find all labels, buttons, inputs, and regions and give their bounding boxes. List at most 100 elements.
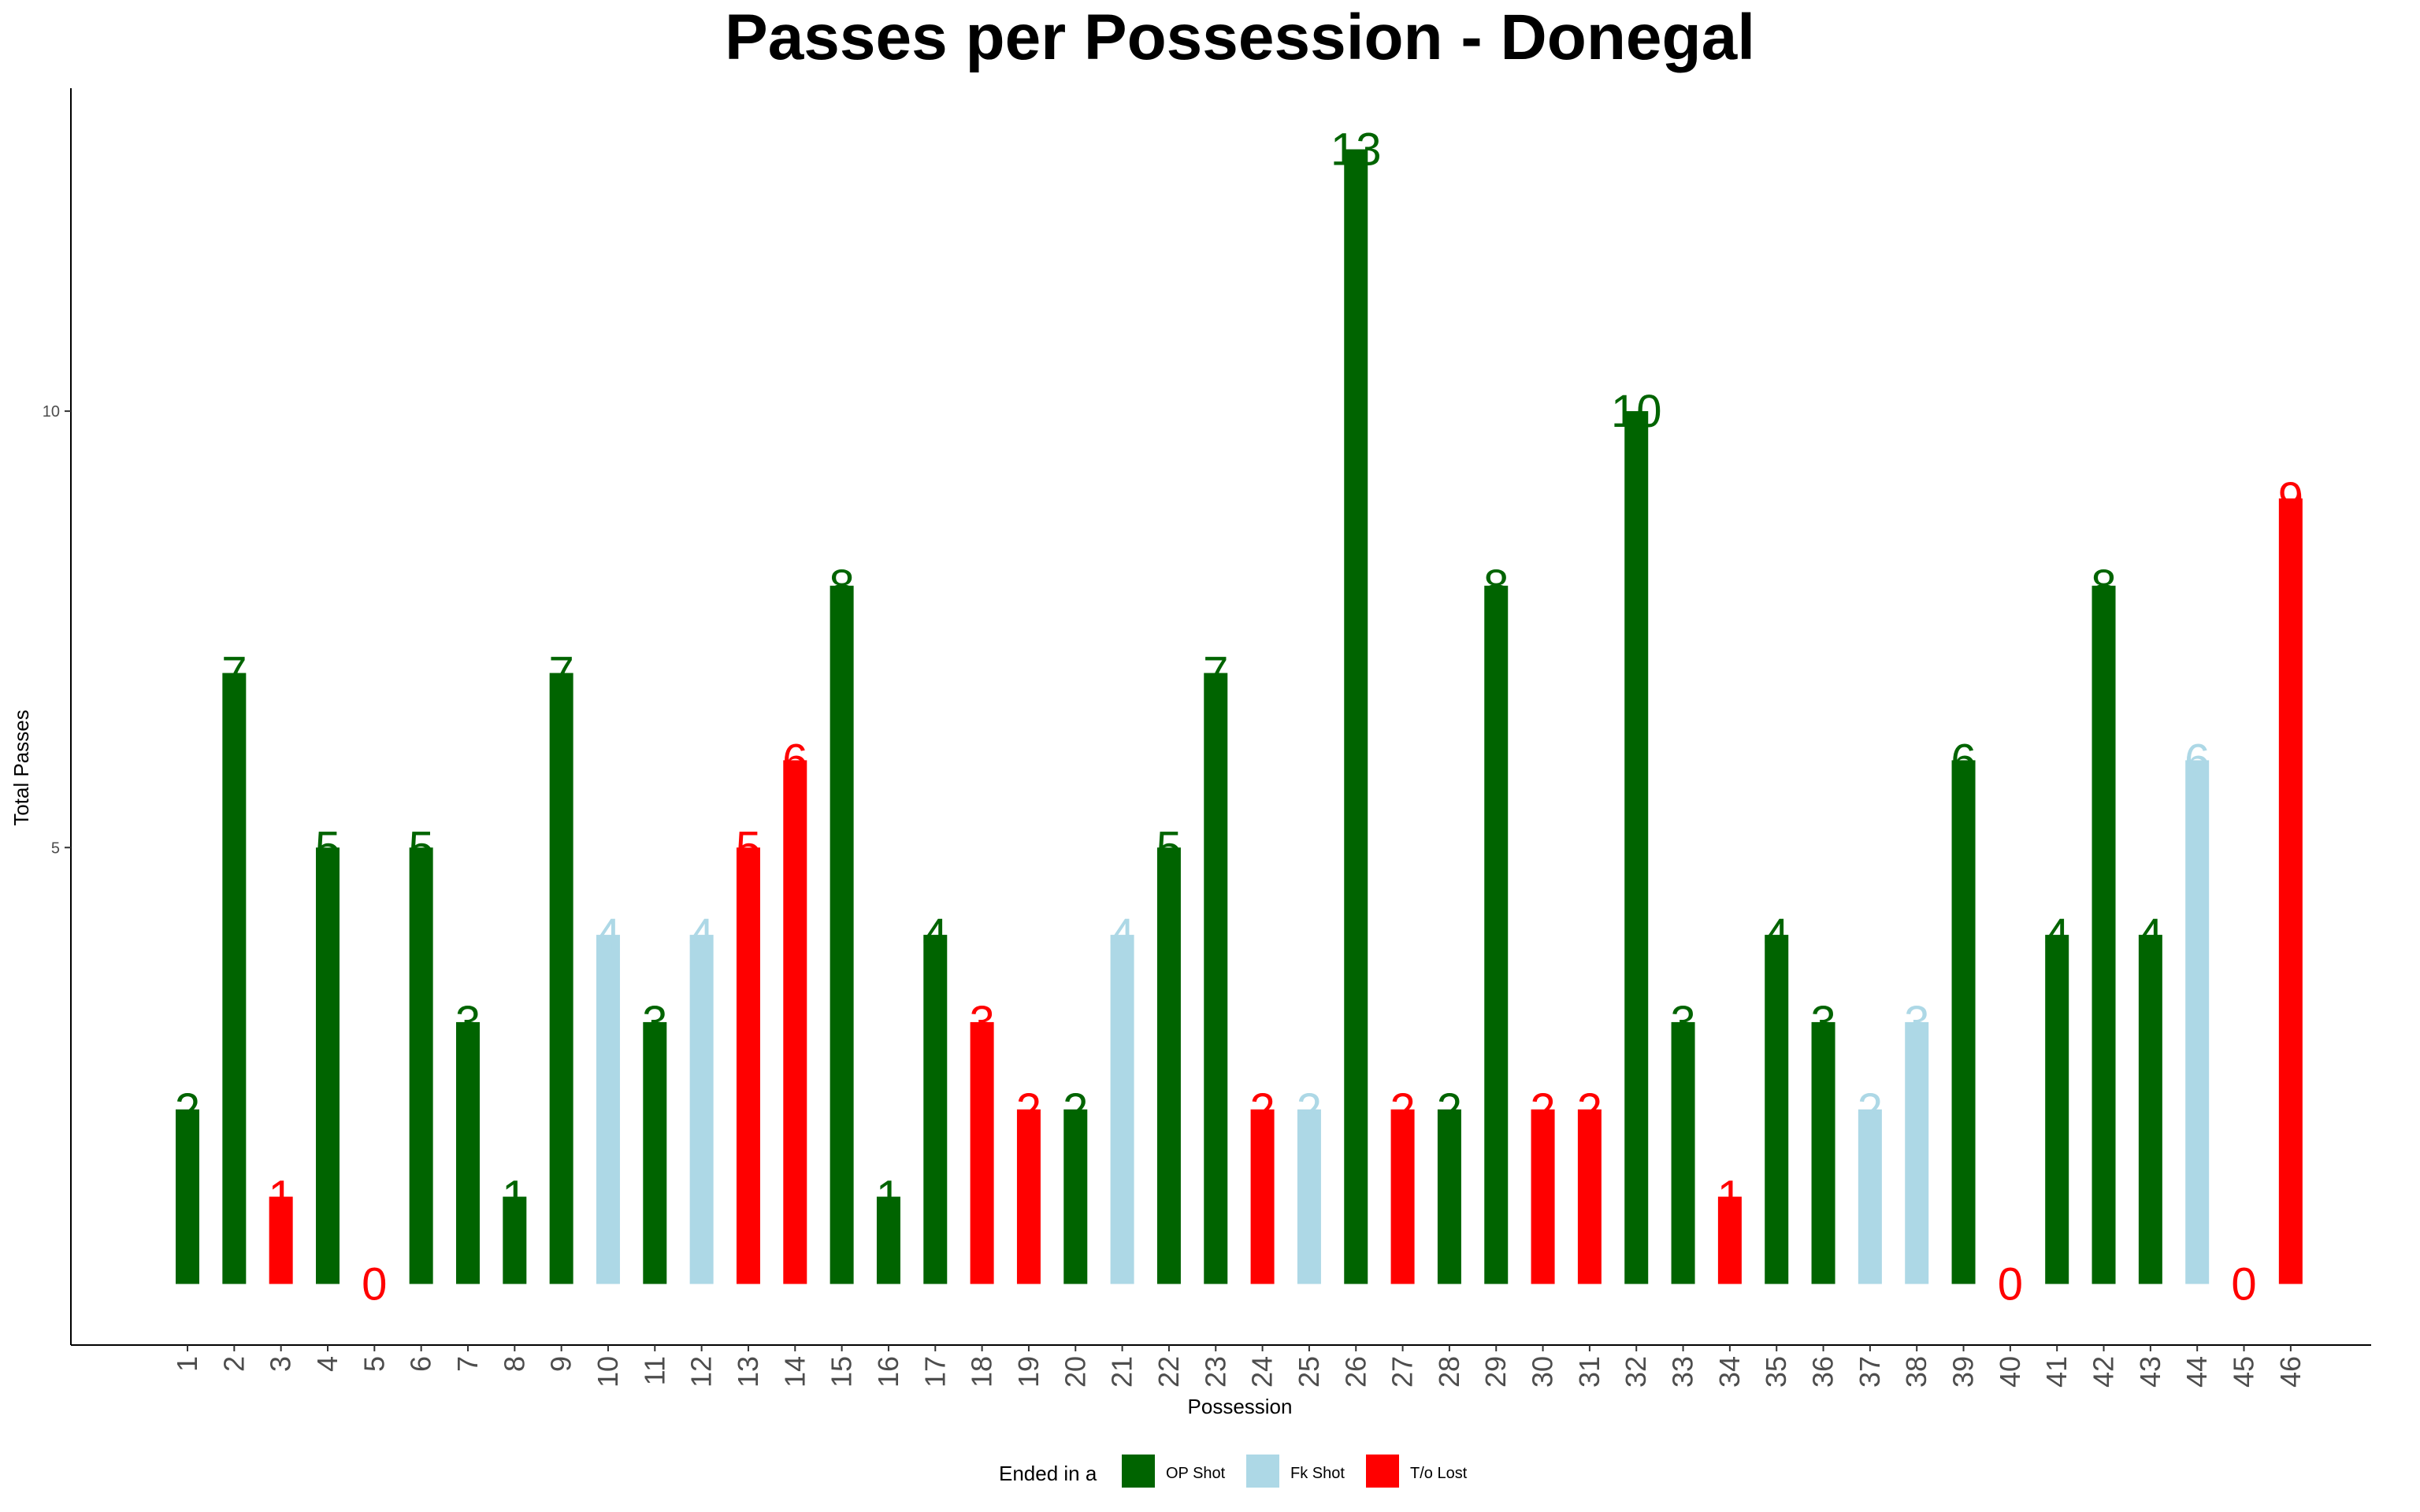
x-tick-label: 7 xyxy=(451,1356,484,1372)
data-label: 0 xyxy=(362,1258,387,1310)
data-label: 1 xyxy=(269,1172,294,1223)
bar xyxy=(2278,498,2303,1284)
data-label: 7 xyxy=(1203,648,1228,699)
bar xyxy=(1624,411,1649,1284)
bar xyxy=(876,1196,900,1284)
bar xyxy=(1250,1109,1275,1284)
bar xyxy=(503,1196,527,1284)
data-label: 3 xyxy=(1670,997,1695,1048)
x-tick-label: 6 xyxy=(405,1356,437,1372)
legend-label-fk: Fk Shot xyxy=(1290,1465,1345,1482)
data-label: 8 xyxy=(1483,561,1509,612)
bar xyxy=(1951,760,1976,1284)
data-label: 1 xyxy=(502,1172,527,1223)
legend-key-to xyxy=(1366,1455,1399,1488)
data-label: 3 xyxy=(969,997,994,1048)
x-tick-label: 2 xyxy=(217,1356,250,1372)
data-label: 4 xyxy=(596,910,621,961)
data-label: 4 xyxy=(689,910,714,961)
bar xyxy=(1671,1021,1695,1284)
data-label: 8 xyxy=(829,561,854,612)
bar xyxy=(1063,1109,1088,1284)
bar xyxy=(970,1021,994,1284)
data-label: 0 xyxy=(1998,1258,2023,1310)
bar xyxy=(2138,935,2162,1284)
y-tick-label: 5 xyxy=(51,839,60,857)
data-label: 9 xyxy=(2278,473,2303,524)
data-label: 7 xyxy=(549,648,574,699)
x-tick-label: 13 xyxy=(732,1356,764,1388)
x-tick-label: 40 xyxy=(1994,1356,2026,1388)
x-tick-label: 23 xyxy=(1199,1356,1231,1388)
data-label: 1 xyxy=(1717,1172,1743,1223)
x-tick-label: 14 xyxy=(778,1356,811,1388)
bar xyxy=(549,673,573,1284)
bar xyxy=(1905,1021,1929,1284)
x-tick-label: 41 xyxy=(2040,1356,2073,1388)
x-tick-label: 1 xyxy=(171,1356,203,1372)
bar xyxy=(1204,673,1228,1284)
data-label: 6 xyxy=(782,735,807,786)
x-tick-label: 12 xyxy=(685,1356,718,1388)
x-tick-label: 37 xyxy=(1854,1356,1886,1388)
bar xyxy=(1297,1109,1321,1284)
legend-key-op xyxy=(1122,1455,1155,1488)
x-tick-label: 35 xyxy=(1760,1356,1792,1388)
bar xyxy=(830,585,854,1284)
x-tick-label: 9 xyxy=(545,1356,577,1372)
x-axis-title: Possession xyxy=(1188,1395,1293,1418)
legend-key-fk xyxy=(1246,1455,1279,1488)
data-label: 5 xyxy=(409,822,434,873)
data-label: 3 xyxy=(1810,997,1835,1048)
legend: Ended in a OP Shot Fk Shot T/o Lost xyxy=(999,1455,1468,1488)
x-tick-label: 20 xyxy=(1059,1356,1091,1388)
bar xyxy=(1531,1109,1555,1284)
data-label: 2 xyxy=(1858,1084,1883,1136)
x-tick-label: 32 xyxy=(1620,1356,1652,1388)
data-label: 13 xyxy=(1331,124,1382,176)
x-tick-label: 10 xyxy=(592,1356,624,1388)
bar xyxy=(1717,1196,1742,1284)
x-tick-label: 29 xyxy=(1479,1356,1512,1388)
bar xyxy=(269,1196,293,1284)
bar xyxy=(1156,847,1181,1284)
data-label: 3 xyxy=(1904,997,1929,1048)
data-label: 10 xyxy=(1611,386,1662,437)
bar xyxy=(923,935,948,1284)
data-label: 5 xyxy=(315,822,340,873)
data-label: 5 xyxy=(1156,822,1182,873)
bar xyxy=(1437,1109,1461,1284)
x-tick-label: 26 xyxy=(1339,1356,1371,1388)
bar xyxy=(1484,585,1509,1284)
bar xyxy=(2045,935,2069,1284)
x-tick-label: 44 xyxy=(2181,1356,2213,1388)
x-tick-label: 3 xyxy=(265,1356,297,1372)
x-tick-label: 30 xyxy=(1527,1356,1559,1388)
x-tick-label: 11 xyxy=(638,1356,670,1385)
bar xyxy=(1765,935,1789,1284)
bar xyxy=(409,847,433,1284)
legend-title: Ended in a xyxy=(999,1462,1097,1485)
x-tick-label: 18 xyxy=(966,1356,998,1388)
data-label: 3 xyxy=(455,997,481,1048)
bar xyxy=(596,935,620,1284)
x-tick-label: 38 xyxy=(1900,1356,1932,1388)
bar xyxy=(455,1021,480,1284)
data-label: 2 xyxy=(1437,1084,1462,1136)
x-tick-label: 25 xyxy=(1293,1356,1325,1388)
bar xyxy=(1110,935,1134,1284)
x-tick-label: 21 xyxy=(1106,1356,1138,1388)
bar xyxy=(2185,760,2210,1284)
data-label: 2 xyxy=(1063,1084,1088,1136)
data-label: 5 xyxy=(736,822,761,873)
data-label: 4 xyxy=(1764,910,1789,961)
x-tick-label: 31 xyxy=(1573,1356,1605,1388)
data-label: 2 xyxy=(1249,1084,1275,1136)
bar xyxy=(1577,1109,1602,1284)
data-label: 7 xyxy=(221,648,247,699)
bar xyxy=(736,847,760,1284)
bar xyxy=(1344,149,1368,1284)
data-label: 3 xyxy=(642,997,667,1048)
data-label: 2 xyxy=(1390,1084,1415,1136)
bar xyxy=(1858,1109,1882,1284)
